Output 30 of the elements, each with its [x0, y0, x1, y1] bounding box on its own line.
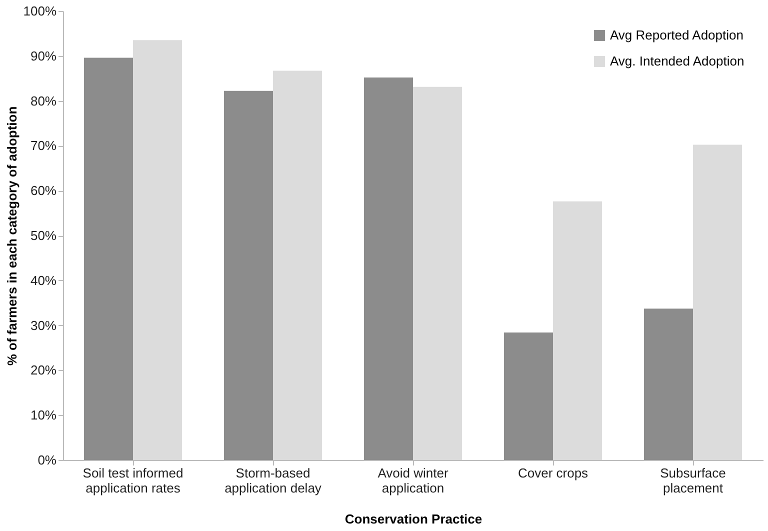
legend-label: Avg Reported Adoption [610, 28, 744, 42]
x-tick-label: Avoid winter application [378, 466, 449, 496]
legend-label: Avg. Intended Adoption [610, 54, 744, 68]
y-tick-label: 70% [30, 138, 57, 154]
y-tick-label: 30% [30, 318, 57, 333]
x-tick-label: Storm-based application delay [224, 466, 322, 496]
y-tick-label: 60% [30, 183, 57, 198]
x-tick-label: Cover crops [518, 466, 589, 480]
bar [693, 144, 742, 460]
y-tick-label: 90% [30, 48, 57, 64]
y-tick-label: 0% [38, 452, 57, 468]
y-tick-label: 50% [30, 228, 57, 243]
x-axis-title: Conservation Practice [344, 512, 482, 526]
y-tick-label: 40% [30, 272, 57, 288]
bar [364, 77, 413, 460]
bar [413, 86, 462, 460]
bar [553, 201, 602, 460]
bar [273, 70, 322, 460]
bar [644, 308, 693, 460]
y-tick-label: 20% [30, 362, 57, 378]
bar [133, 40, 182, 460]
bar [504, 332, 553, 460]
x-tick-label: Subsurface placement [660, 466, 726, 496]
bar [224, 90, 273, 460]
bar [84, 58, 133, 460]
y-tick-label: 80% [30, 93, 57, 108]
x-tick-label: Soil test informed application rates [82, 466, 184, 496]
y-axis-title: % of farmers in each category of adoption [4, 106, 20, 366]
y-tick-label: 100% [23, 4, 57, 18]
y-tick-label: 10% [30, 408, 57, 423]
